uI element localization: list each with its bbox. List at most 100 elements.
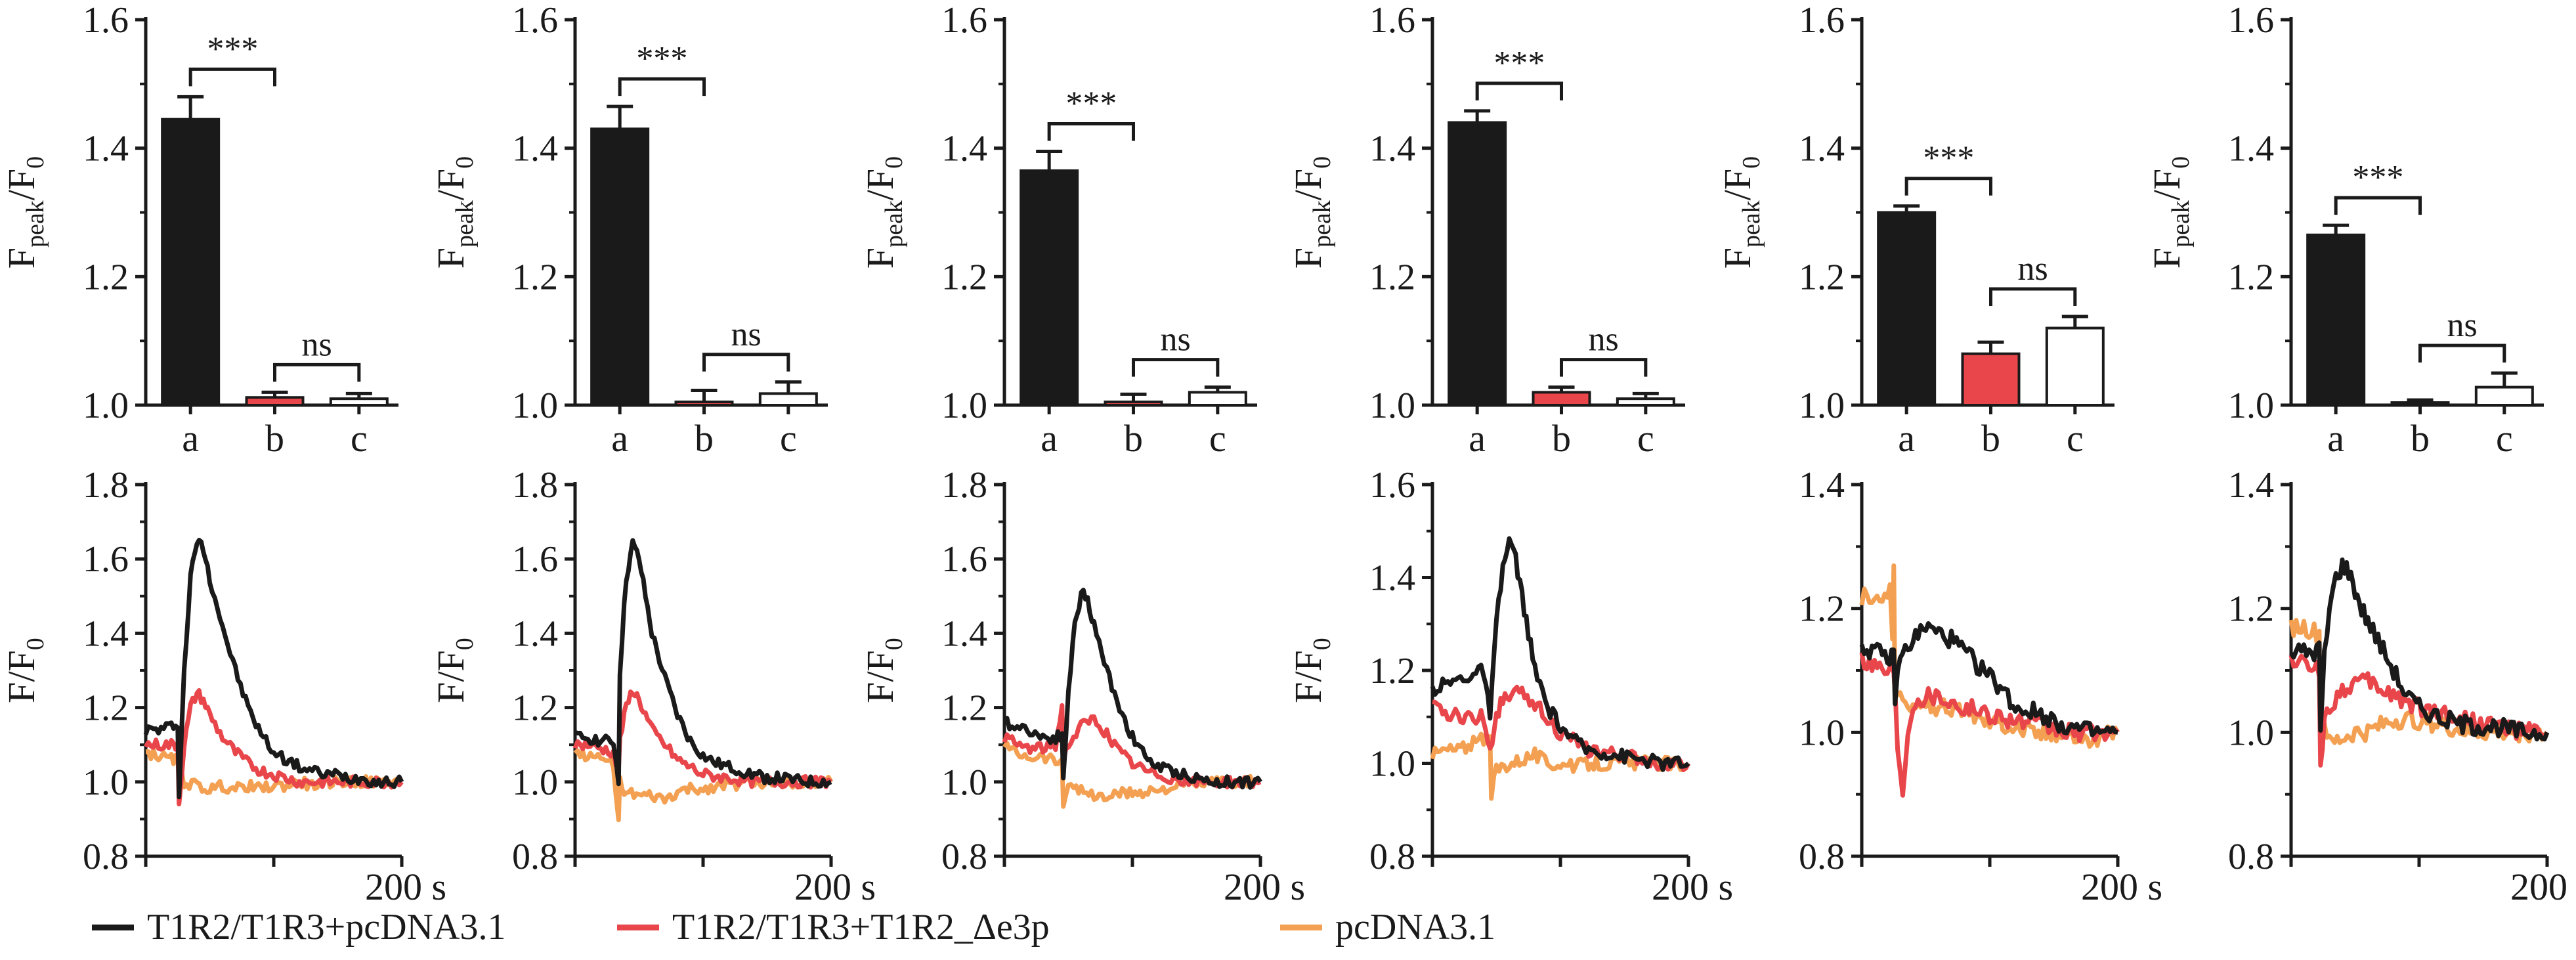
- y-tick-label: 1.0: [2228, 712, 2274, 753]
- trace-series-red: [1002, 703, 1262, 790]
- significance-bracket-a-b: [1904, 177, 1992, 196]
- bar-b: [245, 396, 305, 407]
- trace-panel-3: 0.8 1.0 1.2 1.4 1.6 1.8 200 s F/F0: [859, 465, 1305, 908]
- category-label-c: c: [1209, 417, 1226, 460]
- bar-a: [590, 127, 650, 406]
- significance-label-a-b: ***: [2352, 159, 2403, 196]
- legend-item-black: T1R2/T1R3+pcDNA3.1: [92, 901, 505, 953]
- y-tick-label: 1.2: [512, 257, 558, 297]
- significance-bracket-b-c: [1989, 287, 2077, 306]
- significance-label-b-c: ns: [1589, 321, 1619, 359]
- y-tick-label: 1.2: [941, 257, 987, 297]
- category-label-a: a: [611, 417, 628, 460]
- bar-panel-2: 1.0 1.2 1.4 1.6 Fpeak/F0 a b c *** ns: [429, 0, 828, 460]
- x-axis-end-label: 200 s: [794, 865, 876, 908]
- legend-item-orange: pcDNA3.1: [1280, 901, 1495, 953]
- y-axis-label: Fpeak/F0: [0, 156, 49, 269]
- y-tick-label: 1.0: [2228, 385, 2274, 426]
- category-label-a: a: [2327, 417, 2344, 460]
- y-tick-label: 1.2: [2228, 589, 2274, 630]
- significance-label-a-b: ***: [636, 40, 687, 77]
- y-axis-label: Fpeak/F0: [1287, 156, 1336, 269]
- bar-a: [1448, 121, 1507, 407]
- bar-a: [1020, 169, 1079, 406]
- trace-panel-1: 0.8 1.0 1.2 1.4 1.6 1.8 200 s F/F0: [0, 465, 446, 908]
- y-tick-label: 1.4: [83, 129, 129, 169]
- trace-series-black: [143, 538, 404, 800]
- category-label-c: c: [780, 417, 797, 460]
- trace-panel-4: 0.8 1.0 1.2 1.4 1.6 200 s F/F0: [1287, 465, 1733, 908]
- trace-series-black: [574, 538, 832, 789]
- y-tick-label: 1.2: [941, 688, 987, 729]
- y-axis-label: F/F0: [859, 638, 908, 703]
- legend-label-red: T1R2/T1R3+T1R2_Δe3p: [672, 907, 1050, 948]
- y-tick-label: 1.8: [512, 465, 558, 506]
- y-tick-label: 1.4: [941, 613, 987, 654]
- y-tick-label: 1.4: [941, 129, 987, 169]
- x-axis-end-label: 200 s: [1224, 865, 1305, 908]
- y-tick-label: 1.2: [2228, 257, 2274, 297]
- y-tick-label: 0.8: [1799, 837, 1845, 877]
- legend-label-orange: pcDNA3.1: [1335, 907, 1496, 948]
- significance-bracket-a-b: [1475, 81, 1563, 100]
- y-tick-label: 1.0: [512, 385, 558, 426]
- significance-label-b-c: ns: [731, 316, 762, 353]
- significance-label-b-c: ns: [302, 326, 332, 363]
- significance-label-b-c: ns: [2018, 250, 2048, 288]
- bar-c: [329, 397, 389, 407]
- y-tick-label: 1.6: [512, 539, 558, 580]
- bar-a: [1877, 211, 1937, 406]
- y-tick-label: 1.2: [1799, 257, 1845, 297]
- y-tick-label: 1.0: [1799, 385, 1845, 426]
- y-tick-label: 1.0: [83, 385, 129, 426]
- trace-series-red: [2288, 653, 2550, 768]
- x-axis-end-label: 200 s: [2510, 865, 2576, 908]
- y-tick-label: 0.8: [512, 837, 558, 877]
- trace-series-black: [1003, 588, 1262, 790]
- y-tick-label: 1.0: [83, 762, 129, 803]
- y-tick-label: 1.6: [83, 0, 129, 41]
- x-axis-end-label: 200 s: [1652, 865, 1733, 908]
- bar-panel-3: 1.0 1.2 1.4 1.6 Fpeak/F0 a b c *** ns: [859, 0, 1257, 460]
- y-tick-label: 1.2: [83, 688, 129, 729]
- category-label-b: b: [2411, 417, 2430, 460]
- bar-b: [1532, 391, 1591, 407]
- y-tick-label: 1.8: [941, 465, 987, 506]
- significance-label-a-b: ***: [1493, 45, 1545, 82]
- trace-series-black: [2289, 557, 2550, 742]
- legend-swatch-red: [617, 924, 659, 930]
- category-label-b: b: [265, 417, 284, 460]
- bar-c: [2474, 385, 2534, 407]
- y-axis-label: Fpeak/F0: [859, 156, 908, 269]
- y-tick-label: 1.4: [1369, 558, 1415, 599]
- bar-panel-6: 1.0 1.2 1.4 1.6 Fpeak/F0 a b c *** ns: [2145, 0, 2544, 460]
- bar-b: [1961, 352, 2021, 407]
- category-label-a: a: [1898, 417, 1915, 460]
- y-tick-label: 1.0: [941, 385, 987, 426]
- y-tick-label: 1.0: [512, 762, 558, 803]
- category-label-a: a: [182, 417, 199, 460]
- legend-item-red: T1R2/T1R3+T1R2_Δe3p: [617, 901, 1050, 953]
- bar-c: [758, 392, 818, 407]
- y-tick-label: 1.8: [83, 465, 129, 506]
- category-label-c: c: [351, 417, 368, 460]
- trace-series-orange: [573, 748, 834, 823]
- trace-series-black: [1859, 621, 2118, 737]
- bar-a: [161, 118, 221, 406]
- legend-swatch-orange: [1280, 924, 1322, 930]
- trace-series-black: [1430, 536, 1690, 772]
- y-tick-label: 1.4: [2228, 129, 2274, 169]
- y-tick-label: 1.6: [1369, 0, 1415, 41]
- significance-bracket-b-c: [2418, 343, 2506, 363]
- y-axis-label: Fpeak/F0: [2145, 156, 2195, 269]
- significance-bracket-a-b: [2334, 196, 2422, 215]
- y-tick-label: 1.6: [1799, 0, 1845, 41]
- significance-bracket-a-b: [618, 77, 706, 97]
- trace-panel-6: 0.8 1.0 1.2 1.4 200 s: [2228, 465, 2576, 908]
- category-label-a: a: [1041, 417, 1058, 460]
- bar-c: [1188, 391, 1247, 407]
- significance-bracket-b-c: [273, 362, 361, 382]
- significance-label-a-b: ***: [1065, 85, 1117, 123]
- y-tick-label: 0.8: [941, 837, 987, 877]
